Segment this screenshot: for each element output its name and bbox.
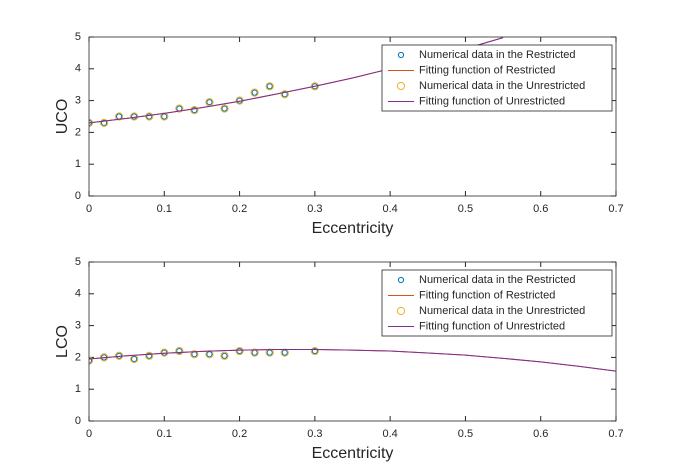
legend-label: Numerical data in the Restricted [419, 49, 576, 61]
data-point [205, 98, 214, 107]
legend-label: Numerical data in the Restricted [419, 274, 576, 286]
axes-box [88, 36, 617, 197]
data-point [280, 90, 289, 99]
y-axis-label: LCO [54, 325, 71, 358]
x-axis-label: Eccentricity [312, 445, 394, 462]
legend-swatch [397, 276, 405, 284]
data-point [161, 113, 168, 120]
data-point [281, 349, 288, 356]
data-point [250, 88, 259, 97]
data-point [220, 351, 229, 360]
x-tick-label: 0.4 [382, 203, 397, 215]
legend-label: Numerical data in the Unrestricted [419, 305, 585, 317]
y-tick-label: 5 [75, 256, 81, 268]
data-point [175, 346, 184, 356]
plot [89, 346, 616, 372]
data-point [265, 348, 274, 357]
data-point [145, 351, 154, 360]
data-point [235, 346, 244, 356]
y-tick-label: 2 [75, 351, 81, 363]
data-point [310, 346, 319, 356]
data-point [131, 355, 138, 363]
y-axis-label: UCO [54, 99, 71, 135]
x-tick-label: 0.5 [458, 203, 473, 215]
data-point [236, 347, 243, 355]
data-point [220, 104, 229, 113]
y-tick-label: 1 [75, 158, 81, 170]
data-point [266, 83, 273, 90]
x-tick-label: 0 [86, 203, 92, 215]
y-tick-label: 3 [75, 95, 81, 107]
legend: Numerical data in the Restricted Fitting … [381, 44, 613, 112]
legend-box [381, 269, 613, 337]
legend-label: Fitting function of Unrestricted [419, 320, 565, 332]
axes: 0 0.1 0.2 0.3 0.4 0.5 0.6 0.7 0 1 2 3 4 5 Eccentricity… [54, 256, 623, 462]
data-point [146, 113, 153, 120]
x-tick-label: 0.6 [533, 203, 548, 215]
y-tick-label: 1 [75, 383, 81, 395]
legend-swatch [397, 51, 405, 59]
fit-line [89, 348, 616, 372]
data-point [146, 352, 153, 359]
y-tick-label: 3 [75, 320, 81, 332]
data-point [131, 113, 138, 120]
data-point [145, 112, 154, 121]
data-point [161, 349, 168, 356]
data-point [221, 105, 228, 112]
data-point [191, 107, 198, 114]
data-point [221, 352, 228, 359]
y-tick-label: 2 [75, 126, 81, 138]
legend-label: Fitting function of Restricted [419, 64, 555, 76]
data-point [99, 118, 109, 127]
x-tick-label: 0.2 [232, 203, 247, 215]
x-axis-label: Eccentricity [312, 220, 394, 237]
x-tick-label: 0.3 [307, 428, 322, 440]
legend-label: Numerical data in the Unrestricted [419, 80, 585, 92]
x-tick-label: 0.5 [458, 428, 473, 440]
data-point [175, 104, 184, 113]
y-tick-label: 4 [75, 63, 81, 75]
data-point [190, 350, 199, 359]
legend-swatch [396, 306, 406, 316]
x-tick-label: 0.1 [157, 203, 172, 215]
data-point [176, 347, 183, 355]
data-point [100, 119, 108, 126]
y-tick-label: 4 [75, 288, 81, 300]
x-tick-label: 0.3 [307, 203, 322, 215]
x-tick-label: 0.4 [382, 428, 397, 440]
x-tick-label: 0.6 [533, 428, 548, 440]
data-point [311, 347, 318, 355]
data-point [190, 106, 199, 115]
y-tick-label: 0 [75, 190, 81, 202]
axes-box [88, 261, 617, 422]
x-tick-label: 0.7 [608, 203, 623, 215]
legend: Numerical data in the Restricted Fitting … [381, 269, 613, 337]
data-point [115, 112, 124, 121]
data-point [250, 348, 259, 357]
legend-swatch [396, 81, 406, 91]
data-point [251, 89, 258, 96]
data-point [206, 99, 213, 106]
legend-label: Fitting function of Restricted [419, 289, 555, 301]
data-point [310, 82, 319, 91]
data-point [281, 91, 288, 98]
axes: 0 0.1 0.2 0.3 0.4 0.5 0.6 0.7 0 1 2 3 4 5 Eccentricity… [54, 31, 623, 237]
y-tick-label: 0 [75, 415, 81, 427]
x-tick-label: 0 [86, 428, 92, 440]
x-tick-label: 0.1 [157, 428, 172, 440]
x-tick-label: 0.7 [608, 428, 623, 440]
legend-label: Fitting function of Unrestricted [419, 95, 565, 107]
data-point [206, 351, 213, 358]
x-tick-label: 0.2 [232, 428, 247, 440]
data-point [311, 83, 318, 90]
data-point [265, 82, 274, 91]
y-tick-label: 5 [75, 31, 81, 43]
legend-box [381, 44, 613, 112]
